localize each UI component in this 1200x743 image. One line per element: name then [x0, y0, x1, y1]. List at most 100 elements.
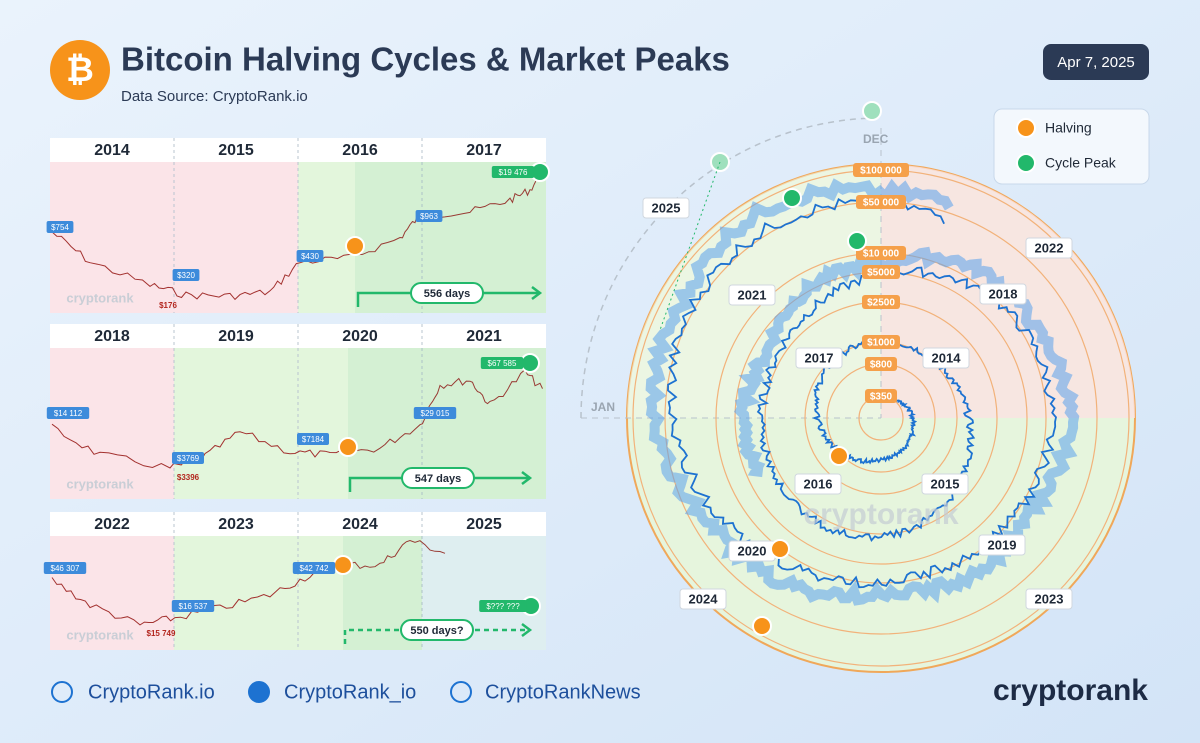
days-badge — [401, 467, 475, 489]
bitcoin-logo — [50, 40, 110, 100]
spiral-year: 2023 — [1035, 591, 1064, 606]
watermark: cryptorank — [803, 498, 958, 531]
days-badge — [410, 282, 484, 304]
price-label: $963 — [420, 212, 438, 221]
price-line — [51, 539, 446, 626]
price-badge — [480, 357, 524, 369]
spiral-year: 2014 — [932, 350, 962, 365]
ring-badge — [856, 246, 906, 260]
spiral-year: 2024 — [689, 591, 719, 606]
year-label: 2024 — [342, 516, 378, 533]
ring-badge — [856, 195, 906, 209]
halving-icon — [752, 616, 772, 636]
halving-icon — [770, 539, 790, 559]
price-label: $7184 — [302, 435, 325, 444]
spiral-year: 2018 — [989, 286, 1018, 301]
year-zone — [174, 536, 298, 650]
spiral-year: 2020 — [738, 543, 767, 558]
year-label: 2014 — [94, 142, 130, 159]
year-label: 2016 — [342, 142, 378, 159]
month-label: DEC — [863, 132, 889, 146]
ring-label: $1000 — [867, 338, 895, 349]
days-label: 550 days? — [410, 625, 463, 637]
spiral-line — [667, 196, 1057, 589]
spiral-year: 2019 — [988, 537, 1017, 552]
spiral-year: 2021 — [738, 287, 767, 302]
ring-badge — [862, 295, 900, 309]
ring-label: $100 000 — [860, 166, 902, 177]
low-label: $3396 — [177, 473, 200, 482]
price-label: $??? ??? — [486, 602, 520, 611]
price-badge — [43, 562, 87, 574]
ring-label: $350 — [870, 392, 893, 403]
spiral-year: 2017 — [805, 350, 834, 365]
year-label: 2017 — [466, 142, 502, 159]
bitcoin-symbol: ₿ — [66, 51, 94, 89]
year-badge — [921, 473, 969, 495]
spiral-year: 2015 — [931, 476, 960, 491]
link-icon — [51, 681, 73, 703]
price-label: $3769 — [177, 454, 200, 463]
ring-badge — [862, 335, 900, 349]
year-zone — [174, 162, 298, 313]
spiral-year: 2022 — [1035, 240, 1064, 255]
ring-badge — [862, 265, 900, 279]
days-badge — [400, 619, 474, 641]
date-badge — [1043, 44, 1149, 80]
year-label: 2015 — [218, 142, 254, 159]
cycle-panel: 2022 2023 2024 2025 cryptorank 550 days? $46 3… — [43, 512, 546, 650]
halving-icon — [345, 236, 365, 256]
spiral-year: 2025 — [652, 200, 681, 215]
ring-label: $5000 — [867, 268, 895, 279]
year-zone — [174, 348, 298, 499]
cycle-panels: 2014 2015 2016 2017 cryptorank 556 days $754 $3… — [43, 138, 550, 650]
year-label: 2025 — [466, 516, 502, 533]
arrow-head — [531, 286, 543, 300]
year-zone — [50, 536, 174, 650]
ring-label: $10 000 — [863, 249, 900, 260]
year-zone — [298, 348, 422, 499]
legend-label: Halving — [1045, 120, 1092, 136]
price-label: $16 537 — [179, 602, 208, 611]
price-label: $754 — [51, 223, 69, 232]
peak-icon — [782, 188, 802, 208]
year-badge — [794, 473, 842, 495]
ring-badge — [865, 389, 897, 403]
ring-badge — [865, 357, 897, 371]
days-label: 556 days — [424, 288, 470, 300]
price-badge — [171, 600, 215, 612]
price-label: $46 307 — [51, 564, 80, 573]
watermark: cryptorank — [66, 627, 134, 642]
year-badge — [1025, 237, 1073, 259]
spiral-chart: DEC JAN $350 $800 $1000 $2500 $5000 $10 000 $50 … — [580, 101, 1136, 673]
peak-icon — [847, 231, 867, 251]
year-label: 2021 — [466, 328, 502, 345]
year-label: 2018 — [94, 328, 130, 345]
price-label: $19 476 — [499, 168, 528, 177]
cycle-panel: 2014 2015 2016 2017 cryptorank 556 days $754 $3… — [46, 138, 550, 313]
footer-link: CryptoRankNews — [485, 681, 641, 703]
halving-icon — [338, 437, 358, 457]
link-icon — [248, 681, 270, 703]
month-label: JAN — [591, 400, 615, 414]
cycle-panel: 2018 2019 2020 2021 cryptorank 547 days $14 11… — [46, 324, 546, 499]
ring-label: $800 — [870, 360, 893, 371]
price-label: $67 585 — [488, 359, 517, 368]
footer-logo: cryptorank — [993, 674, 1148, 707]
year-badge — [1025, 588, 1073, 610]
watermark: cryptorank — [66, 290, 134, 305]
low-label: $176 — [159, 301, 177, 310]
watermark: cryptorank — [66, 476, 134, 491]
year-zone — [50, 162, 174, 313]
price-badge — [415, 210, 443, 222]
price-badge — [491, 166, 535, 178]
subtitle: Data Source: CryptoRank.io — [121, 88, 308, 105]
arrow-head — [521, 623, 533, 637]
link-icon — [450, 681, 472, 703]
year-badge — [642, 197, 690, 219]
legend-peak-icon — [1016, 153, 1036, 173]
arrow-head — [521, 471, 533, 485]
ring-label: $2500 — [867, 298, 895, 309]
price-label: $430 — [301, 252, 319, 261]
